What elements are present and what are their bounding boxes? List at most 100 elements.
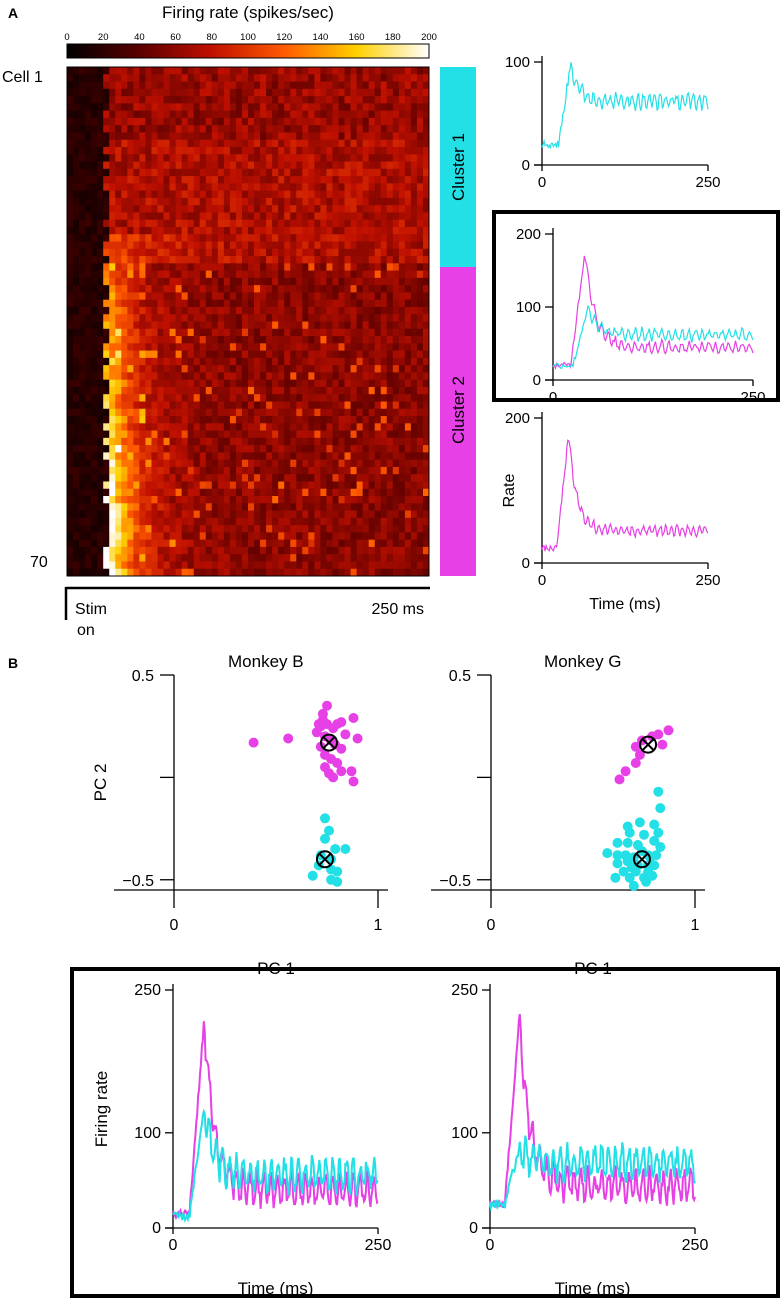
heatmap-cell xyxy=(67,343,74,351)
heatmap-cell xyxy=(187,234,195,242)
heatmap-cell xyxy=(229,132,237,141)
heatmap-cell xyxy=(368,561,376,570)
heatmap-cell xyxy=(350,176,357,184)
heatmap-cell xyxy=(67,554,74,562)
heatmap-cell xyxy=(284,379,291,388)
heatmap-cell xyxy=(181,568,189,577)
heatmap-cell xyxy=(362,546,370,555)
heatmap-cell xyxy=(254,292,261,301)
heatmap-cell xyxy=(254,241,261,250)
heatmap-cell xyxy=(103,256,110,264)
heatmap-cell xyxy=(326,183,333,192)
heatmap-cell xyxy=(350,88,357,97)
heatmap-cell xyxy=(332,125,339,133)
heatmap-cell xyxy=(302,510,309,519)
heatmap-cell xyxy=(199,161,207,170)
heatmap-cell xyxy=(392,183,400,192)
heatmap-cell xyxy=(229,74,237,82)
heatmap-cell xyxy=(193,212,201,221)
heatmap-cell xyxy=(296,466,303,475)
heatmap-cell xyxy=(302,292,309,301)
heatmap-cell xyxy=(248,241,255,250)
heatmap-cell xyxy=(199,394,207,402)
heatmap-cell xyxy=(386,292,394,301)
heatmap-row-label-top: Cell 1 xyxy=(2,69,43,86)
heatmap-cell xyxy=(235,386,243,395)
heatmap-cell xyxy=(404,350,412,359)
centroid-circle xyxy=(320,733,339,752)
heatmap-cell xyxy=(241,117,249,126)
heatmap-cell xyxy=(404,474,412,482)
heatmap-cell xyxy=(362,146,370,155)
heatmap-cell xyxy=(175,110,183,119)
heatmap-cell xyxy=(314,270,321,279)
heatmap-cell xyxy=(248,321,255,330)
heatmap-cell xyxy=(410,430,418,439)
heatmap-cell xyxy=(326,168,333,177)
heatmap-cell xyxy=(109,292,116,301)
heatmap-cell xyxy=(73,263,80,271)
heatmap-cell xyxy=(205,488,213,497)
heatmap-cell xyxy=(115,554,122,562)
heatmap-cell xyxy=(272,212,279,221)
heatmap-cell xyxy=(103,496,110,504)
heatmap-cell xyxy=(103,488,110,497)
heatmap-cell xyxy=(241,256,249,264)
heatmap-cell xyxy=(91,197,98,206)
heatmap-cell xyxy=(67,328,74,337)
heatmap-cell xyxy=(145,74,152,82)
heatmap-cell xyxy=(193,532,201,541)
heatmap-cell xyxy=(211,205,219,213)
heatmap-cell xyxy=(296,437,303,446)
heatmap-cell xyxy=(326,125,333,133)
heatmap-cell xyxy=(338,343,345,351)
heatmap-cell xyxy=(248,190,255,199)
heatmap-cell xyxy=(320,219,327,228)
heatmap-cell xyxy=(272,452,279,461)
scatter-point-cluster-1 xyxy=(340,844,351,854)
heatmap-cell xyxy=(103,532,110,541)
heatmap-cell xyxy=(416,314,424,322)
heatmap-cell xyxy=(151,430,158,439)
heatmap-cell xyxy=(416,110,424,119)
heatmap-cell xyxy=(205,372,213,381)
heatmap-cell xyxy=(181,394,189,402)
heatmap-cell xyxy=(121,132,128,141)
heatmap-cell xyxy=(392,379,400,388)
heatmap-cell xyxy=(205,88,213,97)
heatmap-cell xyxy=(404,168,412,177)
heatmap-cell xyxy=(121,139,128,148)
heatmap-cell xyxy=(127,525,134,533)
heatmap-cell xyxy=(97,263,104,271)
heatmap-cell xyxy=(380,234,388,242)
heatmap-cell xyxy=(73,197,80,206)
heatmap-cell xyxy=(223,270,231,279)
heatmap-cell xyxy=(374,183,382,192)
heatmap-cell xyxy=(368,226,376,235)
heatmap-cell xyxy=(115,96,122,104)
heatmap-cell xyxy=(79,248,86,257)
heatmap-cell xyxy=(296,503,303,511)
scatter-point-cluster-2 xyxy=(317,708,328,719)
heatmap-cell xyxy=(169,430,176,439)
heatmap-cell xyxy=(326,81,333,90)
heatmap-cell xyxy=(181,408,189,417)
heatmap-cell xyxy=(109,197,116,206)
heatmap-cell xyxy=(422,277,430,286)
heatmap-cell xyxy=(97,81,104,90)
heatmap-cell xyxy=(169,168,176,177)
heatmap-cell xyxy=(308,161,315,170)
heatmap-cell xyxy=(302,525,309,533)
heatmap-cell xyxy=(422,256,430,264)
heatmap-cell xyxy=(97,517,104,526)
heatmap-cell xyxy=(296,379,303,388)
heatmap-cell xyxy=(109,139,116,148)
heatmap-cell xyxy=(272,554,279,562)
heatmap-cell xyxy=(356,525,364,533)
heatmap-cell xyxy=(386,568,394,577)
heatmap-cell xyxy=(91,241,98,250)
heatmap-cell xyxy=(67,132,74,141)
heatmap-cell xyxy=(374,554,382,562)
heatmap-cell xyxy=(392,546,400,555)
